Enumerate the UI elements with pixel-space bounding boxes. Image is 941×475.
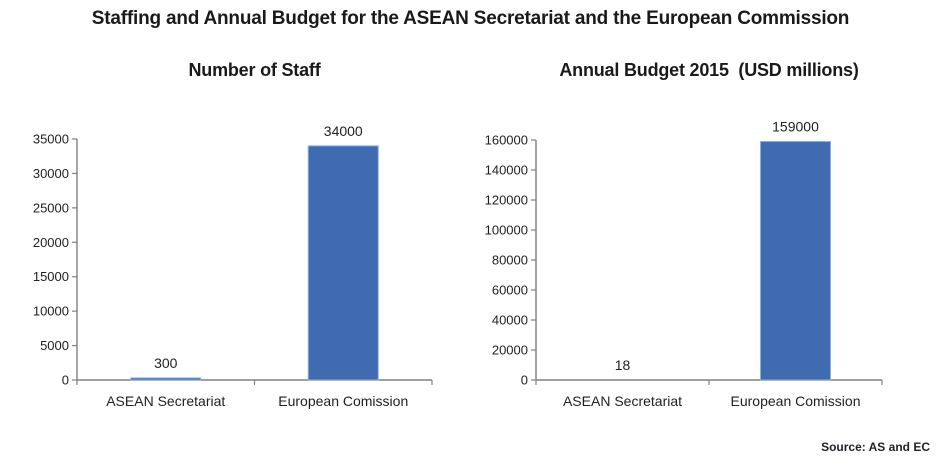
budget-chart-plot: 0 20000 40000 60000 80000 100000 120000 140000 1… — [485, 119, 883, 409]
data-label: 34000 — [324, 123, 363, 139]
y-tick-label: 20000 — [33, 235, 69, 250]
source-note: Source: AS and EC — [821, 440, 930, 454]
budget-chart-title: Annual Budget 2015 (USD millions) — [559, 60, 859, 80]
y-tick-label: 10000 — [33, 304, 69, 319]
figure-title: Staffing and Annual Budget for the ASEAN… — [91, 8, 850, 29]
y-tick-label: 160000 — [485, 133, 528, 148]
data-label: 18 — [615, 357, 631, 373]
bar-ec — [760, 141, 831, 381]
category-label: European Comission — [278, 393, 408, 409]
y-tick-label: 40000 — [492, 313, 528, 328]
y-tick-label: 60000 — [492, 283, 528, 298]
category-label: European Comission — [731, 393, 861, 409]
y-tick-label: 5000 — [40, 338, 69, 353]
y-tick-label: 35000 — [33, 132, 69, 147]
y-tick-label: 100000 — [485, 223, 528, 238]
data-label: 300 — [154, 355, 178, 371]
y-tick-label: 30000 — [33, 166, 69, 181]
staff-chart-plot: 0 5000 10000 15000 20000 25000 30000 35000 300 AS… — [33, 123, 433, 409]
data-label: 159000 — [772, 119, 819, 135]
category-label: ASEAN Secretariat — [563, 393, 682, 409]
bar-asean — [130, 377, 202, 381]
category-label: ASEAN Secretariat — [106, 393, 225, 409]
budget-chart: Annual Budget 2015 (USD millions) 0 20000… — [470, 58, 935, 448]
y-tick-label: 80000 — [492, 253, 528, 268]
y-tick-label: 20000 — [492, 343, 528, 358]
staff-chart-title: Number of Staff — [188, 60, 321, 80]
staff-chart: Number of Staff 0 5000 10000 15000 20000 2500… — [20, 58, 485, 448]
y-tick-label: 140000 — [485, 163, 528, 178]
y-tick-label: 15000 — [33, 269, 69, 284]
y-tick-label: 0 — [62, 373, 69, 388]
y-tick-label: 25000 — [33, 200, 69, 215]
bar-ec — [307, 145, 379, 381]
y-tick-label: 0 — [521, 373, 528, 388]
y-tick-label: 120000 — [485, 193, 528, 208]
